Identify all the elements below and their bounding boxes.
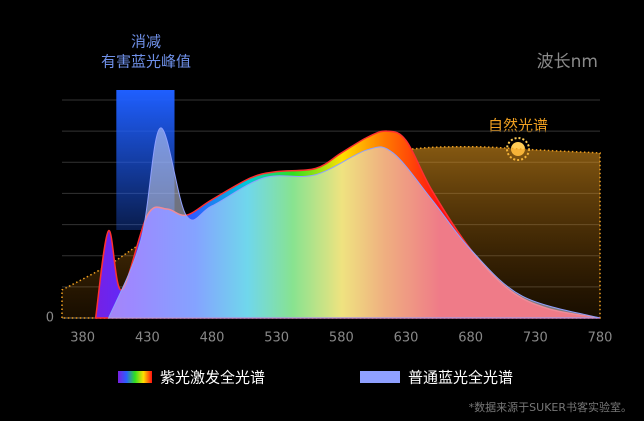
x-tick-label: 480 [200, 331, 225, 346]
x-tick-label: 730 [523, 331, 548, 346]
x-tick-label: 580 [329, 331, 354, 346]
legend-label: 紫光激发全光谱 [160, 369, 265, 387]
highlight-label: 消减 [131, 33, 161, 51]
y-tick-label: 0 [46, 311, 54, 326]
series-area [107, 127, 601, 319]
x-tick-label: 430 [135, 331, 160, 346]
x-tick-label: 530 [264, 331, 289, 346]
x-tick-label: 380 [70, 331, 95, 346]
legend-swatch [118, 371, 152, 383]
highlight-label: 有害蓝光峰值 [101, 53, 191, 71]
x-tick-label: 780 [588, 331, 613, 346]
x-tick-label: 630 [394, 331, 419, 346]
legend-swatch [360, 371, 400, 383]
x-axis-label: 波长nm [537, 52, 598, 72]
footnote: *数据来源于SUKER书客实验室。 [469, 400, 632, 414]
legend-label: 普通蓝光全光谱 [408, 369, 513, 387]
x-tick-label: 680 [458, 331, 483, 346]
series-annotation: 自然光谱 [488, 117, 548, 135]
